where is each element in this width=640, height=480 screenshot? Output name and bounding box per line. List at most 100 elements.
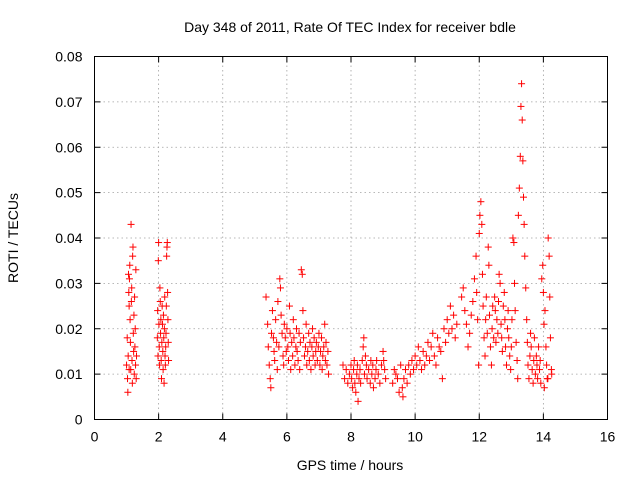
data-point — [437, 347, 445, 355]
data-point — [485, 261, 493, 269]
data-point — [491, 293, 499, 301]
data-point — [510, 239, 518, 247]
data-point — [482, 316, 490, 324]
data-point — [475, 361, 483, 369]
data-point — [320, 343, 328, 351]
data-point — [124, 352, 132, 360]
data-point — [348, 375, 356, 383]
data-point — [538, 275, 546, 283]
data-point — [491, 307, 499, 315]
data-point — [278, 329, 286, 337]
data-point — [303, 361, 311, 369]
data-point — [133, 352, 141, 360]
data-point — [540, 384, 548, 392]
data-point — [361, 352, 369, 360]
data-point — [410, 366, 418, 374]
data-point — [521, 252, 529, 260]
data-point — [479, 302, 487, 310]
data-point — [544, 234, 552, 242]
data-point — [126, 338, 134, 346]
data-point — [296, 366, 304, 374]
x-tick-label: 2 — [155, 429, 163, 445]
data-point — [132, 375, 140, 383]
data-point — [473, 288, 481, 296]
data-point — [153, 334, 161, 342]
data-point — [342, 366, 350, 374]
data-point — [461, 307, 469, 315]
data-point — [124, 388, 132, 396]
data-point — [265, 361, 273, 369]
data-point — [321, 357, 329, 365]
data-point — [535, 343, 543, 351]
x-tick-label: 8 — [347, 429, 355, 445]
data-point — [539, 261, 547, 269]
x-tick-label: 6 — [283, 429, 291, 445]
data-point — [158, 320, 166, 328]
data-point — [494, 298, 502, 306]
data-point — [490, 334, 498, 342]
y-tick-label: 0.04 — [55, 230, 82, 246]
data-point — [354, 397, 362, 405]
data-point — [395, 388, 403, 396]
data-point — [403, 379, 411, 387]
data-point — [344, 379, 352, 387]
x-tick-label: 10 — [407, 429, 423, 445]
data-point — [506, 352, 514, 360]
data-point — [505, 334, 513, 342]
data-point — [350, 366, 358, 374]
data-point — [451, 334, 459, 342]
data-point — [162, 343, 170, 351]
data-point — [499, 302, 507, 310]
data-point — [443, 316, 451, 324]
y-tick-label: 0.01 — [55, 366, 82, 382]
data-point — [369, 384, 377, 392]
data-point — [362, 361, 370, 369]
data-point — [159, 311, 167, 319]
data-point — [498, 334, 506, 342]
data-point — [271, 357, 279, 365]
data-point — [132, 266, 140, 274]
data-points — [123, 80, 556, 405]
data-point — [277, 311, 285, 319]
data-point — [489, 302, 497, 310]
data-point — [298, 270, 306, 278]
data-point — [497, 320, 505, 328]
data-point — [503, 361, 511, 369]
data-point — [478, 220, 486, 228]
data-point — [501, 316, 509, 324]
data-point — [478, 270, 486, 278]
data-point — [157, 316, 165, 324]
y-tick-label: 0.02 — [55, 321, 82, 337]
data-point — [369, 361, 377, 369]
data-point — [301, 352, 309, 360]
y-tick-label: 0.03 — [55, 275, 82, 291]
data-point — [131, 343, 139, 351]
data-point — [352, 388, 360, 396]
data-point — [435, 343, 443, 351]
data-point — [267, 329, 275, 337]
data-point — [305, 329, 313, 337]
data-point — [411, 352, 419, 360]
data-point — [267, 384, 275, 392]
data-point — [413, 361, 421, 369]
data-point — [543, 361, 551, 369]
data-point — [470, 275, 478, 283]
data-point — [494, 329, 502, 337]
data-point — [272, 316, 280, 324]
data-point — [399, 393, 407, 401]
data-point — [284, 357, 292, 365]
x-tick-label: 14 — [536, 429, 552, 445]
data-point — [527, 343, 535, 351]
data-point — [125, 275, 133, 283]
data-point — [453, 320, 461, 328]
data-point — [132, 361, 140, 369]
data-point — [519, 157, 527, 165]
data-point — [381, 366, 389, 374]
data-point — [472, 252, 480, 260]
data-point — [542, 343, 550, 351]
data-point — [299, 307, 307, 315]
data-point — [164, 338, 172, 346]
data-point — [513, 357, 521, 365]
data-point — [262, 293, 270, 301]
data-point — [389, 379, 397, 387]
